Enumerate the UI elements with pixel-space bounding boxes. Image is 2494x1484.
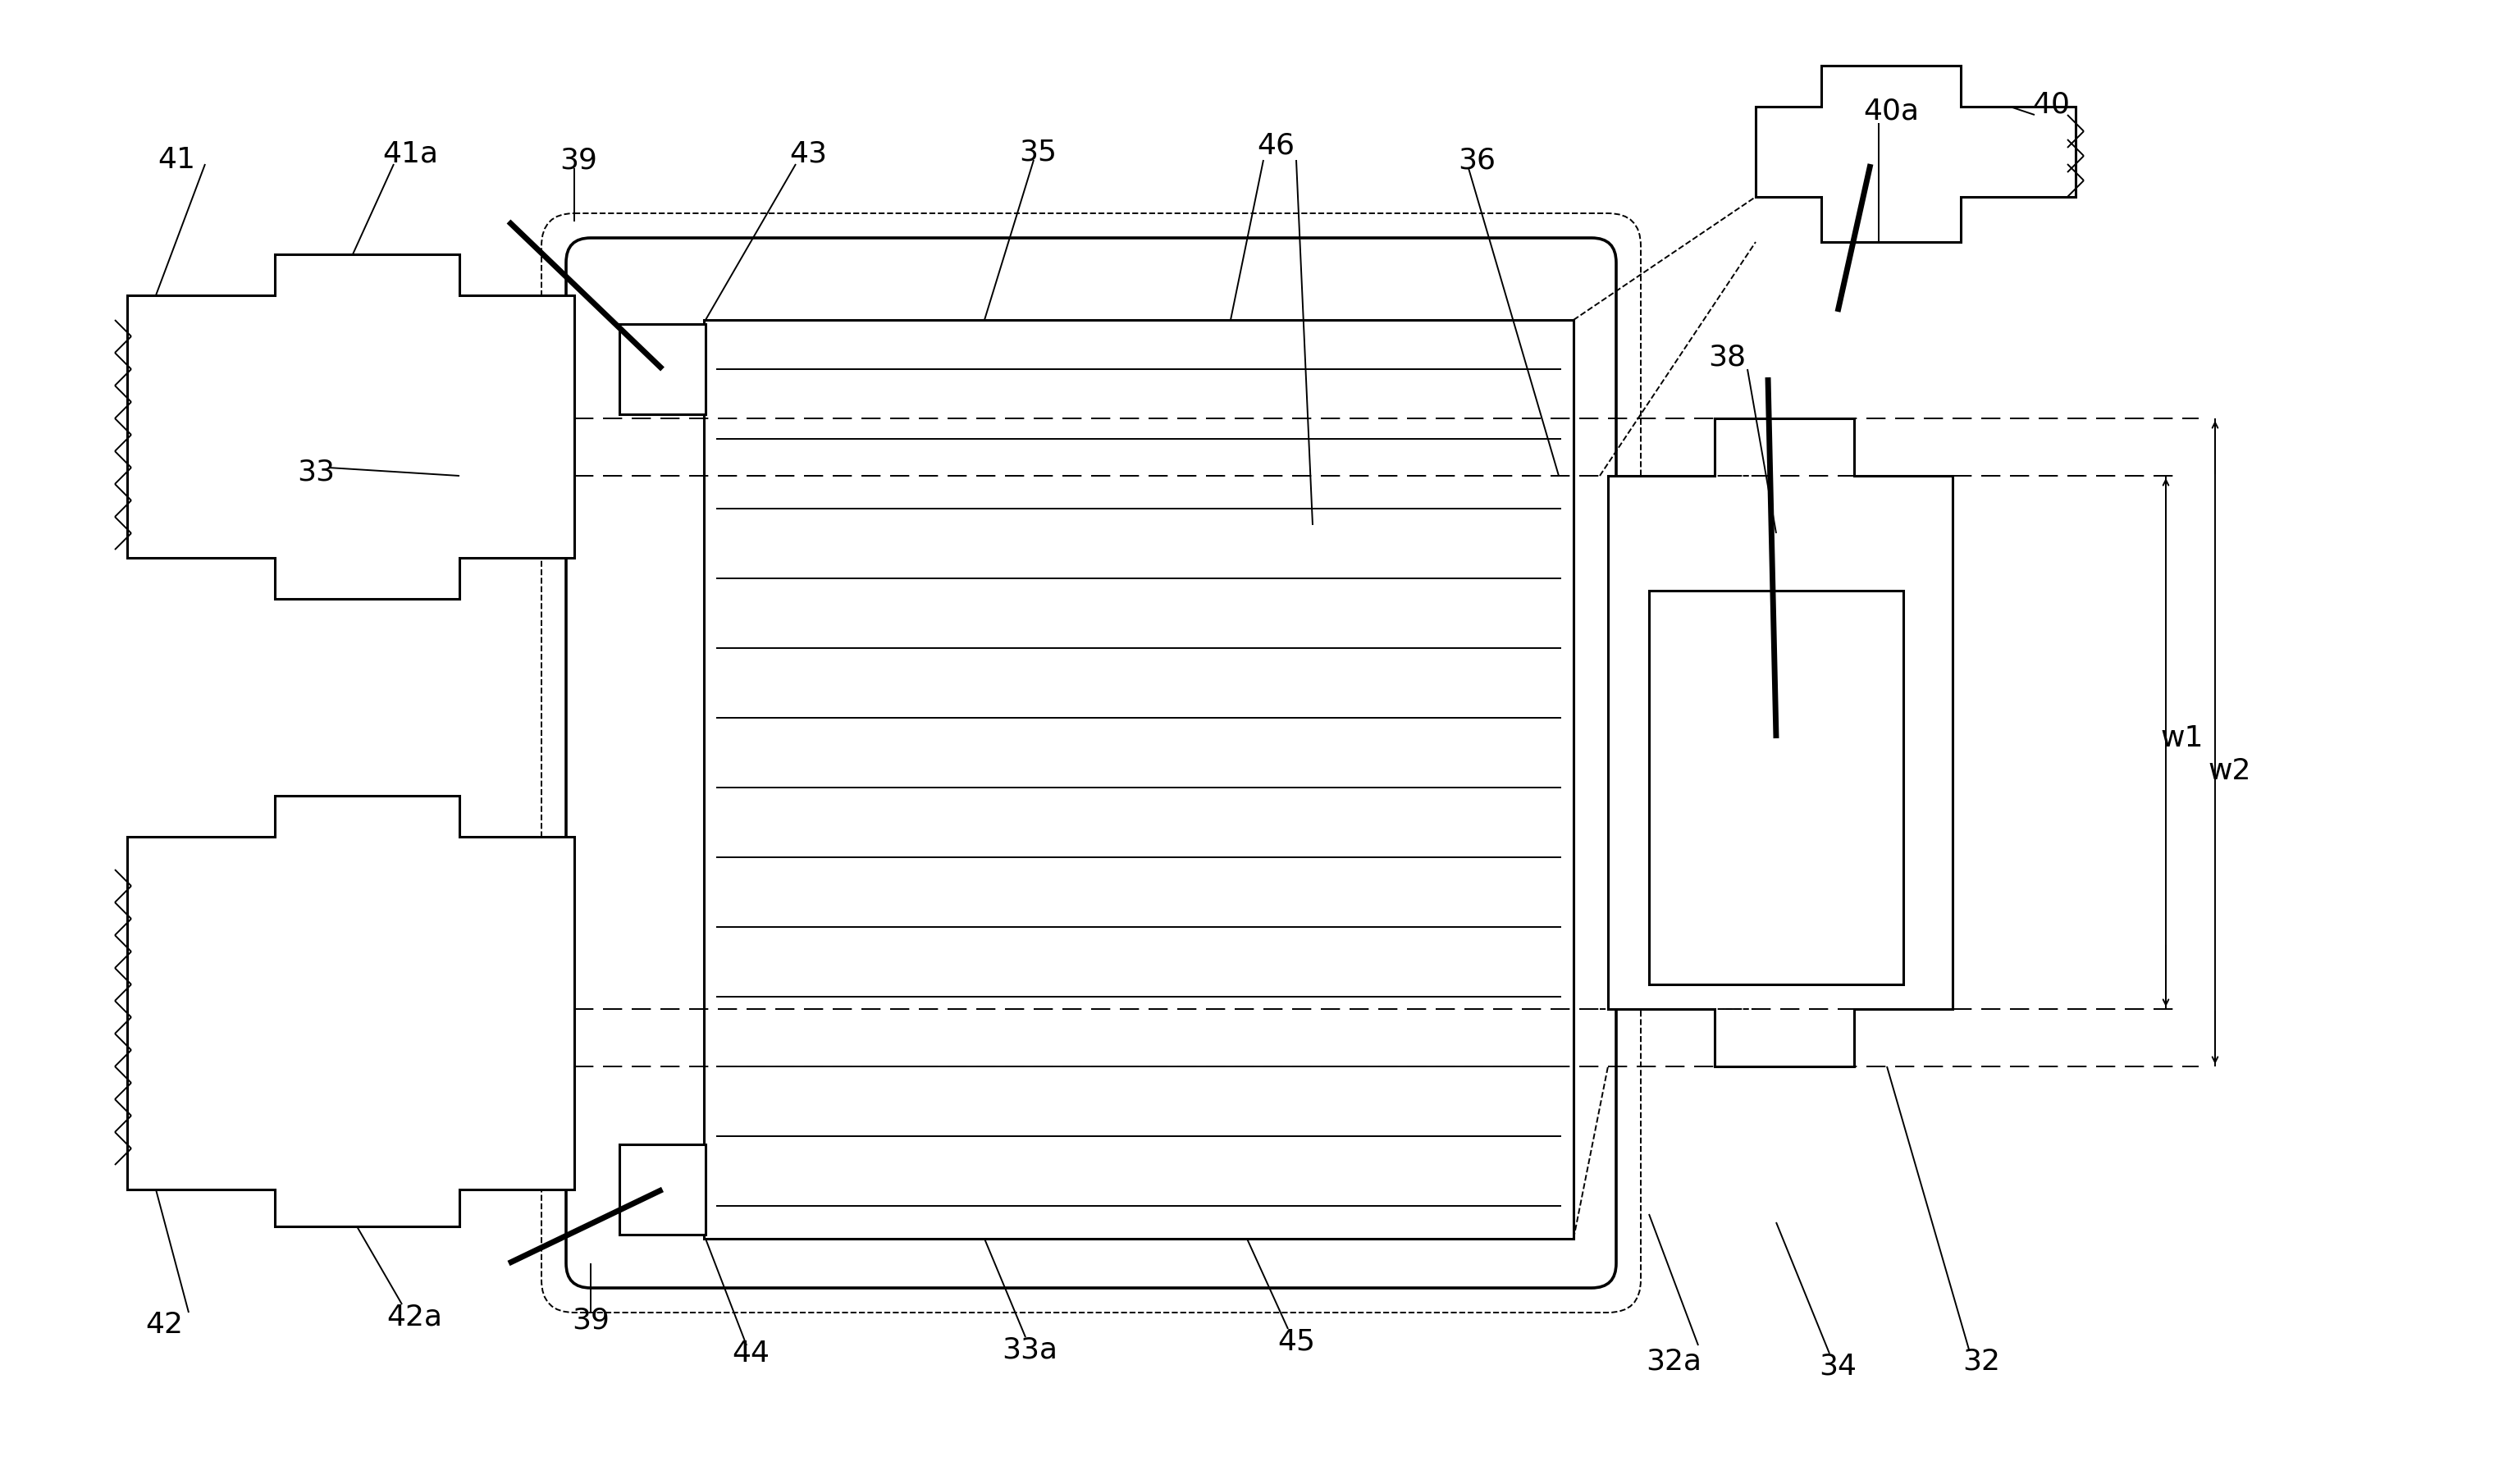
Text: 45: 45 — [1277, 1327, 1314, 1355]
FancyBboxPatch shape — [541, 214, 1641, 1312]
Text: 46: 46 — [1257, 132, 1294, 160]
Text: 42: 42 — [145, 1310, 182, 1339]
Bar — [1649, 591, 1903, 984]
Text: 35: 35 — [1020, 138, 1057, 166]
Text: 40a: 40a — [1863, 96, 1918, 125]
Polygon shape — [127, 795, 574, 1226]
Text: 32: 32 — [1963, 1347, 2000, 1376]
Polygon shape — [1609, 418, 1953, 1067]
Text: w2: w2 — [2207, 757, 2252, 785]
Text: 39: 39 — [559, 145, 596, 174]
Text: 33a: 33a — [1003, 1336, 1057, 1364]
Text: 38: 38 — [1708, 343, 1746, 371]
Text: 32a: 32a — [1646, 1347, 1701, 1376]
Polygon shape — [127, 254, 574, 600]
Text: 40: 40 — [2033, 91, 2070, 119]
Text: 41a: 41a — [382, 141, 439, 168]
Text: 36: 36 — [1459, 145, 1496, 174]
Text: 44: 44 — [731, 1340, 771, 1368]
Bar — [703, 321, 1574, 1239]
Polygon shape — [1756, 65, 2075, 242]
Text: 42a: 42a — [387, 1303, 441, 1331]
Text: 43: 43 — [788, 141, 828, 168]
Text: 33: 33 — [297, 457, 334, 485]
Text: 34: 34 — [1818, 1352, 1856, 1380]
Text: 41: 41 — [157, 145, 195, 174]
Text: 39: 39 — [571, 1307, 609, 1334]
FancyBboxPatch shape — [566, 237, 1616, 1288]
Bar — [619, 1144, 706, 1235]
Text: w1: w1 — [2160, 724, 2205, 752]
Bar — [619, 324, 706, 414]
